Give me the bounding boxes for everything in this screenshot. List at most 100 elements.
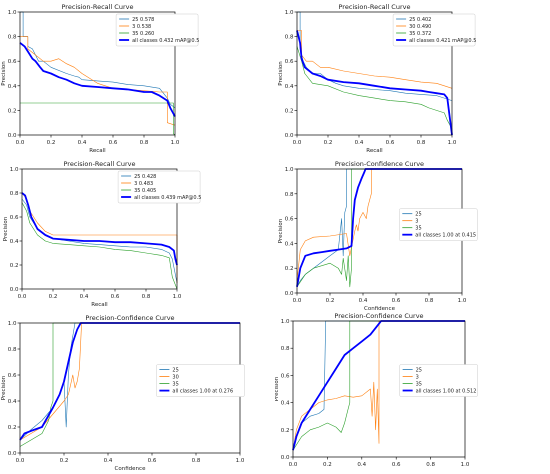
y-tick-label: 0.0 bbox=[8, 133, 17, 139]
x-axis-label: Recall bbox=[366, 148, 383, 154]
y-tick-label: 0.2 bbox=[8, 425, 17, 431]
plot-frame bbox=[21, 168, 178, 290]
legend-label: 3 0.538 bbox=[132, 24, 151, 30]
plot-frame bbox=[296, 11, 453, 136]
series-line bbox=[19, 322, 240, 441]
series-line bbox=[296, 168, 462, 281]
legend-label: all classes 0.421 mAP@0.5 bbox=[409, 38, 476, 44]
y-axis-label: Precision bbox=[1, 375, 7, 400]
y-tick-label: 0.4 bbox=[285, 241, 294, 247]
y-tick-label: 0.2 bbox=[10, 263, 19, 269]
legend-label: 35 0.260 bbox=[132, 31, 154, 37]
chart-panel-2: 0.0 0.2 0.4 0.6 0.8 1.0 0.0 0.2 0.4 0.6 0.8 1.0 Prec… bbox=[275, 0, 550, 155]
series-line bbox=[296, 168, 462, 288]
y-tick-label: 0.4 bbox=[285, 84, 294, 90]
y-tick-label: 1.0 bbox=[8, 321, 17, 327]
x-tick-label: 1.0 bbox=[448, 140, 457, 146]
series-line bbox=[297, 30, 453, 89]
y-tick-label: 0.4 bbox=[8, 84, 17, 90]
x-tick-label: 0.2 bbox=[323, 462, 332, 468]
x-tick-label: 0.0 bbox=[16, 140, 25, 146]
x-tick-label: 0.6 bbox=[392, 298, 401, 304]
x-tick-label: 0.8 bbox=[426, 462, 435, 468]
legend-label: all classes 0.432 mAP@0.5 bbox=[132, 38, 199, 44]
x-tick-label: 0.4 bbox=[355, 140, 364, 146]
legend-box bbox=[399, 364, 478, 397]
chart-panel-5: 0.0 0.2 0.4 0.6 0.8 1.0 0.0 0.2 0.4 0.6 0.8 1.0 Prec… bbox=[0, 310, 275, 472]
chart-title: Precision-Confidence Curve bbox=[335, 160, 424, 168]
series-line bbox=[20, 102, 176, 136]
chart-svg: 0.0 0.2 0.4 0.6 0.8 1.0 0.0 0.2 0.4 0.6 0.8 1.0 Prec… bbox=[278, 3, 476, 154]
y-tick-label: 0.0 bbox=[281, 455, 290, 461]
chart-svg: 0.0 0.2 0.4 0.6 0.8 1.0 0.0 0.2 0.4 0.6 0.8 1.0 Prec… bbox=[1, 3, 199, 154]
y-tick-label: 0.0 bbox=[285, 291, 294, 297]
chart-panel-4: 0.0 0.2 0.4 0.6 0.8 1.0 0.0 0.2 0.4 0.6 0.8 1.0 Prec… bbox=[275, 155, 550, 312]
y-tick-label: 0.6 bbox=[8, 59, 17, 65]
y-tick-label: 0.6 bbox=[8, 373, 17, 379]
y-axis-label: Precision bbox=[278, 218, 284, 243]
y-tick-label: 0.8 bbox=[10, 191, 19, 197]
x-tick-label: 0.6 bbox=[392, 462, 401, 468]
y-tick-label: 0.4 bbox=[8, 399, 17, 405]
x-axis-label: Recall bbox=[91, 302, 108, 308]
x-tick-label: 1.0 bbox=[461, 462, 470, 468]
legend-label: 3 bbox=[416, 375, 419, 381]
chart-title: Precision-Recall Curve bbox=[339, 3, 411, 11]
series-line bbox=[21, 202, 178, 290]
y-axis-label: Precision bbox=[275, 376, 280, 401]
series-line bbox=[292, 320, 465, 451]
y-tick-label: 0.4 bbox=[281, 401, 290, 407]
x-tick-label: 0.8 bbox=[142, 294, 151, 300]
legend-label: all classes 1.00 at 0.512 bbox=[416, 389, 477, 395]
legend-label: 25 0.402 bbox=[409, 17, 431, 23]
series-line bbox=[296, 46, 453, 129]
y-tick-label: 0.0 bbox=[8, 451, 17, 457]
y-tick-label: 1.0 bbox=[285, 167, 294, 173]
chart-panel-3: 0.0 0.2 0.4 0.6 0.8 1.0 0.0 0.2 0.4 0.6 0.8 1.0 Prec… bbox=[0, 155, 275, 310]
y-axis-label: Precision bbox=[1, 61, 7, 86]
y-tick-label: 0.8 bbox=[285, 192, 294, 198]
y-axis-label: Precision bbox=[3, 216, 9, 241]
series-line bbox=[292, 320, 465, 451]
legend-label: 25 0.578 bbox=[132, 17, 154, 23]
x-tick-label: 0.0 bbox=[293, 298, 302, 304]
y-tick-label: 0.6 bbox=[285, 217, 294, 223]
legend-label: 35 0.405 bbox=[134, 188, 156, 194]
legend-label: all classes 0.439 mAP@0.5 bbox=[134, 195, 201, 201]
x-tick-label: 0.0 bbox=[293, 140, 302, 146]
y-tick-label: 1.0 bbox=[285, 10, 294, 16]
x-tick-label: 0.0 bbox=[18, 294, 27, 300]
series-line bbox=[296, 168, 462, 287]
legend-label: all classes 1.00 at 0.415 bbox=[415, 233, 476, 239]
series-line bbox=[296, 30, 453, 136]
legend-label: 30 bbox=[172, 375, 178, 381]
chart-title: Precision-Confidence Curve bbox=[334, 312, 423, 320]
x-tick-label: 0.8 bbox=[140, 140, 149, 146]
y-tick-label: 0.8 bbox=[8, 347, 17, 353]
x-tick-label: 0.6 bbox=[109, 140, 118, 146]
y-tick-label: 1.0 bbox=[281, 319, 290, 325]
y-tick-label: 0.6 bbox=[10, 215, 19, 221]
y-tick-label: 0.4 bbox=[10, 239, 19, 245]
y-tick-label: 0.8 bbox=[285, 35, 294, 41]
legend-label: 35 bbox=[172, 382, 178, 388]
x-tick-label: 0.4 bbox=[357, 462, 366, 468]
legend-label: 35 bbox=[416, 382, 422, 388]
chart-title: Precision-Recall Curve bbox=[64, 160, 136, 168]
y-tick-label: 1.0 bbox=[10, 167, 19, 173]
series-line bbox=[21, 192, 178, 283]
series-line bbox=[20, 36, 176, 126]
x-tick-label: 0.6 bbox=[148, 458, 157, 464]
legend-box bbox=[156, 364, 245, 397]
x-tick-label: 1.0 bbox=[171, 140, 180, 146]
y-tick-label: 0.8 bbox=[8, 35, 17, 41]
x-axis-label: Recall bbox=[89, 148, 106, 154]
x-tick-label: 1.0 bbox=[236, 458, 245, 464]
y-tick-label: 0.2 bbox=[285, 266, 294, 272]
chart-svg: 0.0 0.2 0.4 0.6 0.8 1.0 0.0 0.2 0.4 0.6 0.8 1.0 Prec… bbox=[274, 312, 478, 474]
legend-label: all classes 1.00 at 0.276 bbox=[172, 389, 233, 395]
x-tick-label: 0.2 bbox=[49, 294, 58, 300]
x-tick-label: 0.4 bbox=[80, 294, 89, 300]
x-tick-label: 0.8 bbox=[417, 140, 426, 146]
y-tick-label: 0.2 bbox=[281, 428, 290, 434]
